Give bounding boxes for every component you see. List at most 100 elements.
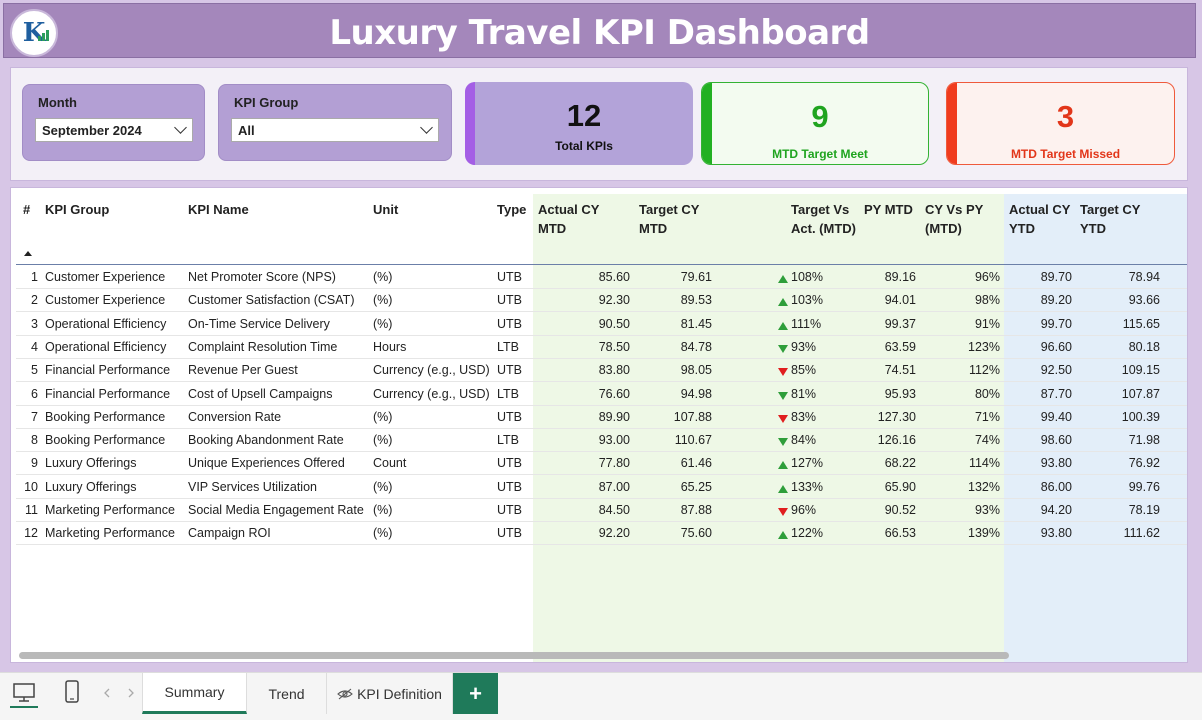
cell-kpi-group: Customer Experience [45,270,166,284]
triangle-down-icon [778,414,788,423]
column-header-actual-cy-mtd[interactable]: Actual CY MTD [538,202,600,236]
month-slicer: Month September 2024 [22,84,205,161]
cell-target-vs-act: 85% [791,363,817,378]
table-row[interactable]: 12 Marketing Performance Campaign ROI (%) UT… [16,522,1187,546]
header-bar: K Luxury Travel KPI Dashboard [3,3,1196,58]
cell-target-cy-mtd: 75.60 [680,526,712,541]
column-header-unit[interactable]: Unit [373,202,399,217]
triangle-up-icon [778,321,788,330]
cell-actual-cy-ytd: 89.20 [1040,293,1072,308]
cell-kpi-name: Campaign ROI [188,526,271,541]
chevron-down-icon [420,121,432,135]
chevron-left-icon[interactable] [103,688,111,698]
cell-target-vs-act: 103% [791,293,823,308]
cell-kpi-group: Luxury Offerings [45,456,137,471]
cell-kpi-group: Booking Performance [45,409,166,424]
table-row[interactable]: 1 Customer Experience Net Promoter Score (… [16,266,1187,289]
month-dropdown[interactable]: September 2024 [35,118,193,142]
cell-target-cy-ytd: 115.65 [1122,316,1160,331]
cell-kpi-group: Financial Performance [45,386,171,401]
column-header-target-cy-ytd[interactable]: Target CY YTD [1080,202,1141,236]
cell-cy-vs-py: 71% [974,409,1000,424]
total-kpis-card: 12 Total KPIs [465,82,693,165]
cell-target-vs-act: 122% [791,526,823,541]
tab-trend[interactable]: Trend [247,673,327,714]
table-row[interactable]: 6 Financial Performance Cost of Upsell Cam… [16,383,1187,406]
cell-actual-cy-ytd: 89.70 [1040,270,1072,284]
add-page-button[interactable]: + [453,673,498,714]
cell-kpi-name: Complaint Resolution Time [188,339,338,354]
column-header-target-vs-act[interactable]: Target Vs Act. (MTD) [791,202,856,236]
column-header-target-cy-mtd[interactable]: Target CY MTD [639,202,700,236]
cell-target-cy-mtd: 107.88 [673,409,712,424]
cell-actual-cy-ytd: 99.70 [1040,316,1072,331]
cell-actual-cy-mtd: 87.00 [598,479,630,494]
cell-number: 10 [24,479,38,494]
kpi-group-dropdown-value: All [238,123,255,138]
cell-number: 2 [31,293,38,308]
cell-kpi-group: Operational Efficiency [45,316,167,331]
cell-actual-cy-mtd: 83.80 [598,363,630,378]
kpi-group-slicer-label: KPI Group [234,95,299,110]
column-header-actual-cy-ytd[interactable]: Actual CY YTD [1009,202,1071,236]
table-row[interactable]: 8 Booking Performance Booking Abandonment … [16,429,1187,453]
kpi-group-dropdown[interactable]: All [231,118,439,142]
page-title: Luxury Travel KPI Dashboard [329,13,870,53]
cell-target-vs-act: 81% [791,386,817,401]
cell-unit: (%) [373,433,393,448]
cell-target-vs-act: 84% [791,433,817,448]
column-header-py-mtd[interactable]: PY MTD [864,202,913,217]
column-header-kpi-group[interactable]: KPI Group [45,202,110,217]
cell-kpi-group: Financial Performance [45,363,171,378]
card-accent [947,83,957,164]
column-header-kpi-name[interactable]: KPI Name [188,202,249,217]
table-row[interactable]: 9 Luxury Offerings Unique Experiences Offe… [16,452,1187,476]
cell-unit: Count [373,456,407,471]
column-header-type[interactable]: Type [497,202,527,217]
header-divider [16,264,1187,265]
triangle-up-icon [778,484,788,493]
mtd-target-missed-card: 3 MTD Target Missed [946,82,1175,165]
cell-target-cy-ytd: 71.98 [1128,433,1160,448]
month-dropdown-value: September 2024 [42,123,142,138]
cell-actual-cy-mtd: 92.20 [598,526,630,541]
horizontal-scrollbar[interactable] [19,652,1009,659]
cell-py-mtd: 74.51 [884,363,916,378]
table-row[interactable]: 5 Financial Performance Revenue Per Guest C… [16,359,1187,383]
table-row[interactable]: 4 Operational Efficiency Complaint Resolut… [16,336,1187,359]
column-header-cy-vs-py[interactable]: CY Vs PY (MTD) [925,202,984,236]
cell-target-vs-act: 96% [791,503,817,517]
cell-target-vs-act: 108% [791,270,823,284]
sort-ascending-icon[interactable] [24,251,32,256]
tab-summary-label: Summary [164,684,225,700]
cell-unit: (%) [373,526,393,541]
cell-kpi-name: Revenue Per Guest [188,363,298,378]
table-row[interactable]: 11 Marketing Performance Social Media Enga… [16,499,1187,522]
cell-actual-cy-ytd: 96.60 [1040,339,1072,354]
tab-trend-label: Trend [268,685,305,702]
cell-number: 8 [31,433,38,448]
cell-target-cy-mtd: 65.25 [680,479,712,494]
cell-target-cy-ytd: 100.39 [1121,409,1160,424]
cell-py-mtd: 66.53 [884,526,916,541]
table-row[interactable]: 7 Booking Performance Conversion Rate (%) UT… [16,406,1187,429]
cell-cy-vs-py: 132% [968,479,1000,494]
kpi-table[interactable]: # KPI Group KPI Name Unit Type Actual CY… [10,187,1188,663]
cell-target-cy-ytd: 78.19 [1128,503,1160,517]
company-logo: K [10,9,58,57]
chevron-right-icon[interactable] [127,688,135,698]
cell-actual-cy-ytd: 86.00 [1040,479,1072,494]
table-row[interactable]: 10 Luxury Offerings VIP Services Utilizati… [16,476,1187,499]
cell-type: UTB [497,270,522,284]
cell-target-cy-ytd: 78.94 [1128,270,1160,284]
table-row[interactable]: 2 Customer Experience Customer Satisfactio… [16,289,1187,313]
tab-kpi-definition[interactable]: KPI Definition [327,673,453,714]
mobile-layout-icon[interactable] [64,680,80,704]
tab-summary[interactable]: Summary [142,673,247,714]
cell-kpi-group: Booking Performance [45,433,166,448]
cell-py-mtd: 95.93 [884,386,916,401]
column-header-number[interactable]: # [23,202,31,217]
desktop-layout-icon[interactable] [12,683,36,703]
hidden-page-icon [337,688,353,699]
table-row[interactable]: 3 Operational Efficiency On-Time Service D… [16,313,1187,336]
